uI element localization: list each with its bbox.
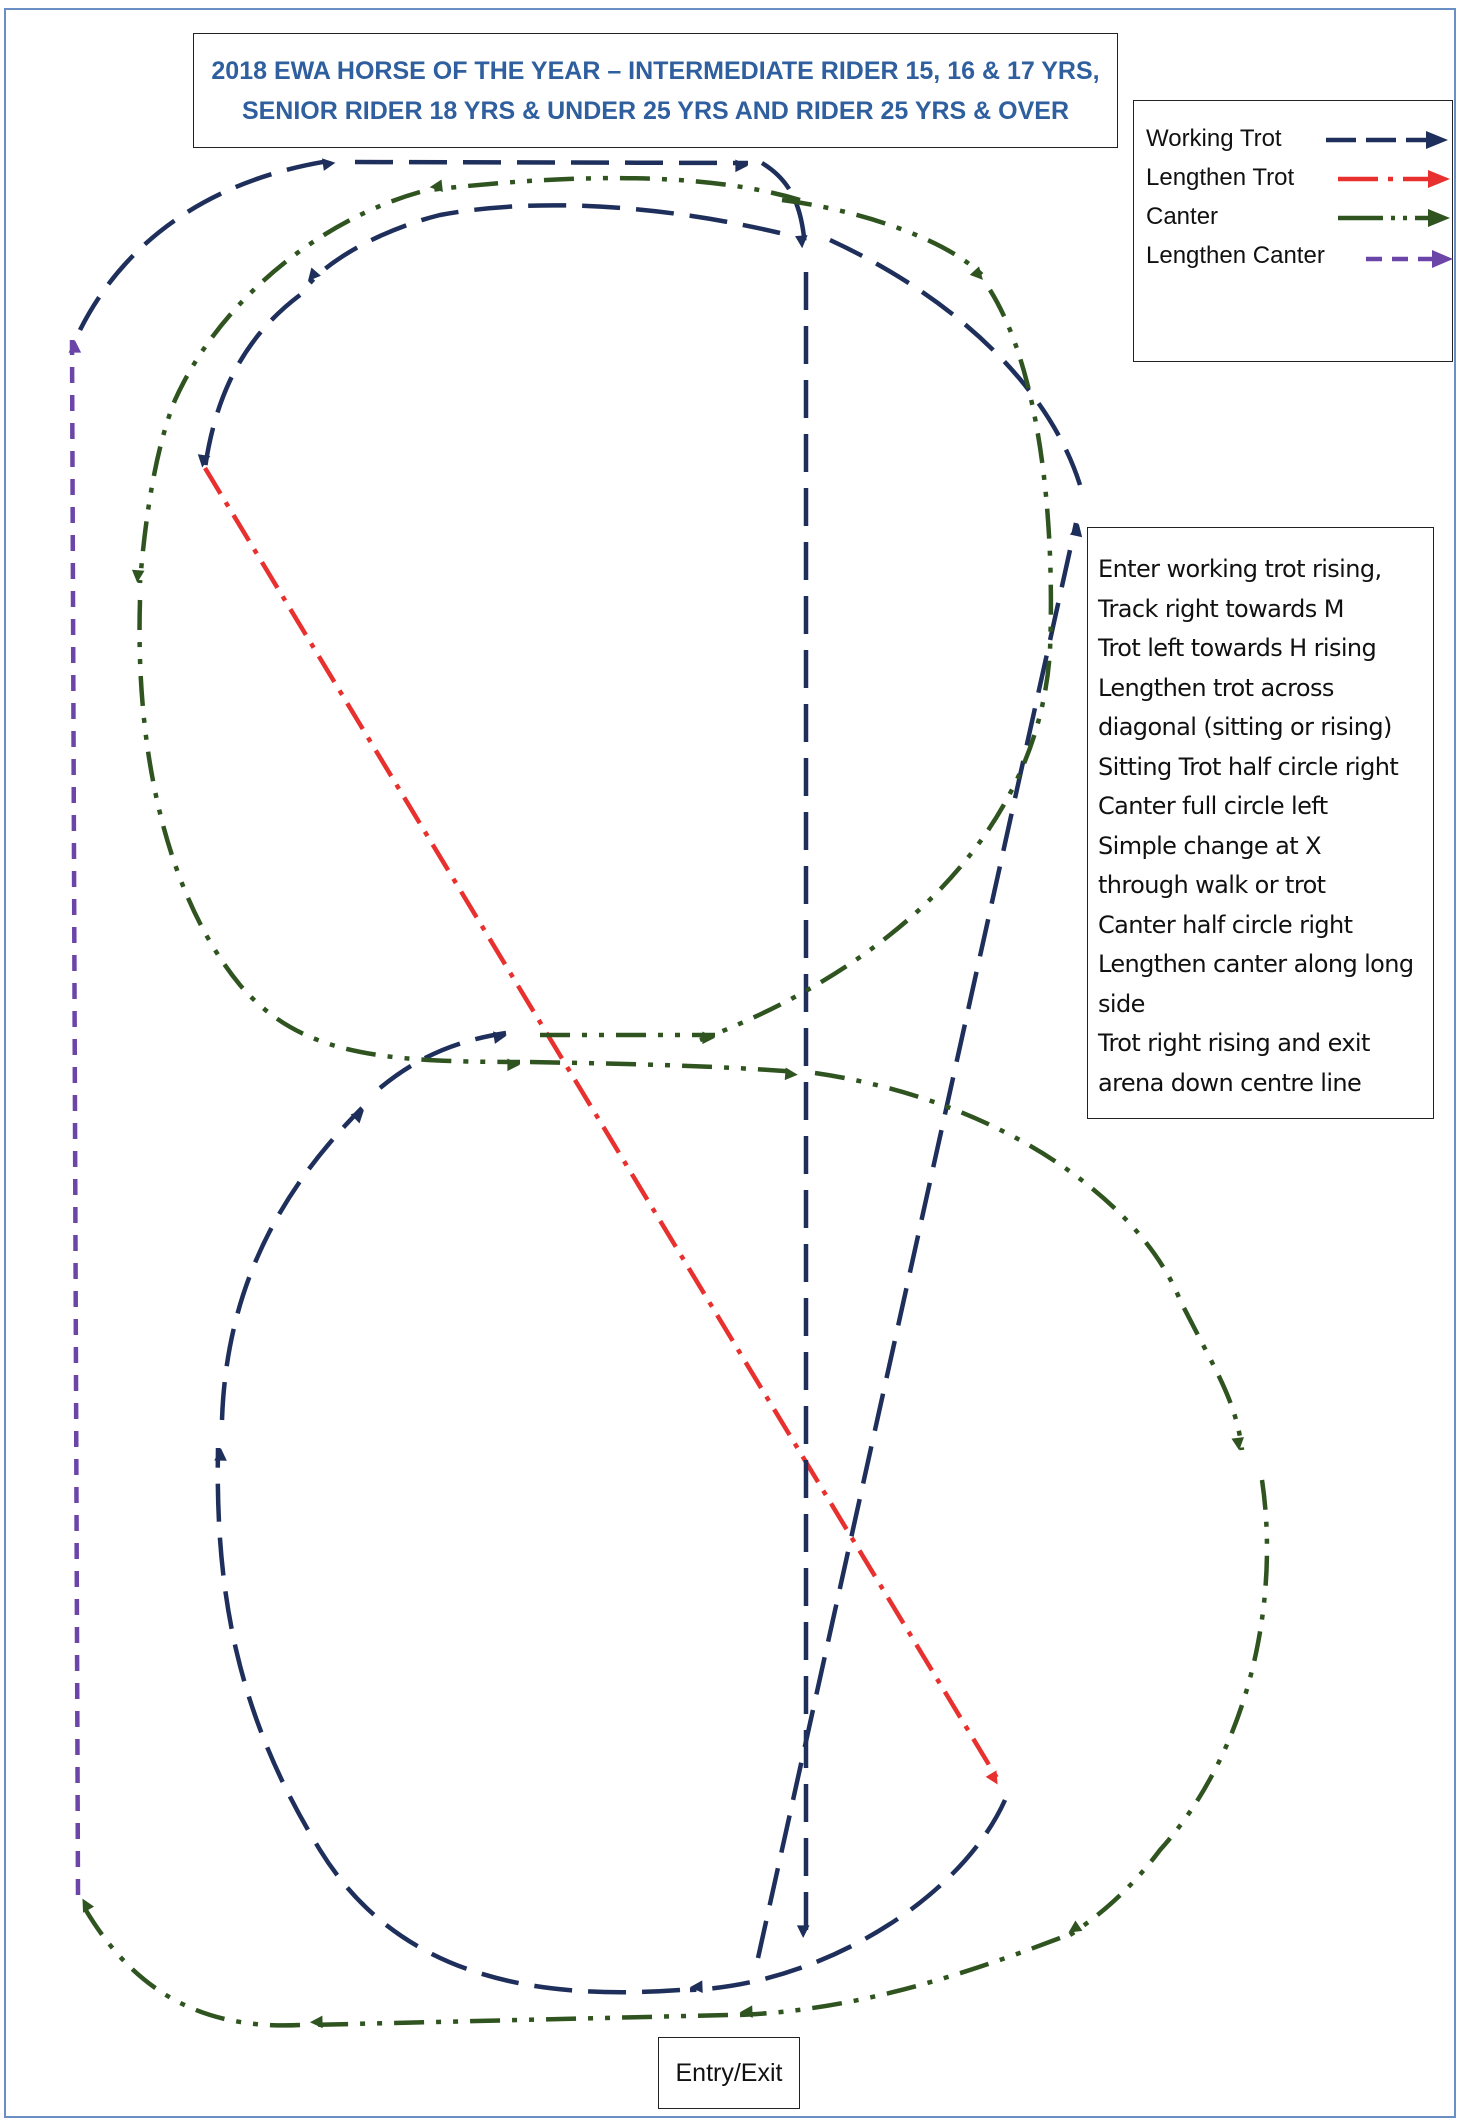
step-6: Sitting Trot half circle right <box>1098 752 1399 781</box>
canter-circle-left-bottom <box>137 599 521 1072</box>
canter-circle-right-top <box>781 197 987 280</box>
legend-swatch-canter <box>1338 209 1450 227</box>
working-trot-h-corner <box>197 293 302 469</box>
legend-item-working-trot: Working Trot <box>1146 120 1448 158</box>
title-line-1: 2018 EWA HORSE OF THE YEAR – INTERMEDIAT… <box>211 56 1100 85</box>
step-8: Simple change at X <box>1098 831 1322 860</box>
canter-circle-left-side <box>131 189 421 584</box>
step-9: through walk or trot <box>1098 871 1326 899</box>
entry-exit-text: Entry/Exit <box>675 2058 783 2087</box>
step-5: diagonal (sitting or rising) <box>1098 713 1392 741</box>
canter-circle-top-arc <box>429 175 801 203</box>
working-trot-left-corner <box>77 157 336 332</box>
working-trot-top-arc <box>307 203 781 285</box>
step-10: Canter half circle right <box>1098 910 1353 939</box>
lengthen-trot-diagonal <box>203 466 1002 1785</box>
step-12: side <box>1098 989 1145 1018</box>
working-trot-top-straight <box>354 159 749 173</box>
entry-exit-label: Entry/Exit <box>658 2037 800 2109</box>
legend-item-lengthen-canter: Lengthen Canter <box>1146 237 1453 275</box>
working-trot-turn-centreline <box>760 161 808 249</box>
step-7: Canter full circle left <box>1098 792 1328 820</box>
step-11: Lengthen canter along long <box>1098 950 1414 978</box>
page-frame <box>4 8 1456 2118</box>
canter-bottom-long <box>309 2012 729 2029</box>
legend-item-lengthen-trot: Lengthen Trot <box>1146 159 1450 197</box>
working-trot-bottom-circle-up <box>219 1106 364 1421</box>
canter-bottom-side <box>739 1935 1061 2018</box>
canter-to-right-half-circle <box>529 1059 799 1081</box>
working-trot-bottom-circle-left <box>214 1447 681 1995</box>
step-14: arena down centre line <box>1098 1068 1362 1097</box>
legend-swatch-lengthen-canter <box>1366 250 1453 268</box>
legend-label: Canter <box>1146 203 1219 230</box>
step-1: Enter working trot rising, <box>1098 555 1382 583</box>
sitting-trot-half-circle <box>689 1799 1008 1994</box>
legend-label: Working Trot <box>1146 125 1282 152</box>
legend-item-canter: Canter <box>1146 198 1450 236</box>
canter-half-circle-right-lower <box>1068 1479 1270 1937</box>
legend-swatch-working-trot <box>1326 131 1448 149</box>
canter-circle-right-side <box>699 288 1054 1043</box>
lengthen-canter-path <box>68 339 82 1896</box>
legend: Working Trot Lengthen Trot Canter Length… <box>1133 100 1453 362</box>
working-trot-top-right-corner <box>829 237 1083 486</box>
step-2: Track right towards M <box>1098 594 1344 623</box>
legend-swatch-lengthen-trot <box>1338 170 1450 188</box>
step-3: Trot left towards H rising <box>1098 634 1377 662</box>
canter-half-circle-right-upper <box>814 1070 1245 1451</box>
title-line-2: SENIOR RIDER 18 YRS & UNDER 25 YRS AND R… <box>241 96 1070 125</box>
step-4: Lengthen trot across <box>1098 673 1334 702</box>
legend-label: Lengthen Canter <box>1146 242 1325 269</box>
diagram-title: 2018 EWA HORSE OF THE YEAR – INTERMEDIAT… <box>193 33 1118 148</box>
working-trot-to-x <box>378 1030 507 1090</box>
test-steps-panel: Enter working trot rising, Track right t… <box>1087 527 1434 1119</box>
canter-bottom-left-corner <box>78 1898 301 2028</box>
step-13: Trot right rising and exit <box>1098 1029 1370 1057</box>
legend-label: Lengthen Trot <box>1146 164 1295 191</box>
